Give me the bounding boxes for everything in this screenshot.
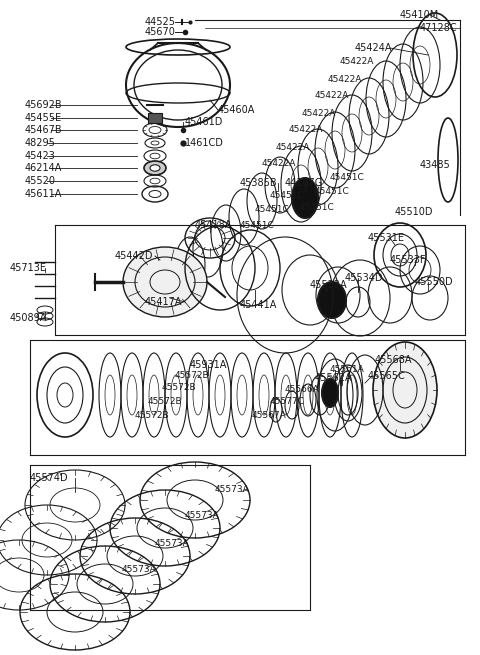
Text: 45534D: 45534D	[345, 273, 384, 283]
Text: 45520: 45520	[25, 176, 56, 186]
Text: 1461CD: 1461CD	[185, 138, 224, 148]
Text: 45573A: 45573A	[215, 485, 250, 495]
Text: 45424A: 45424A	[355, 43, 393, 53]
Ellipse shape	[123, 247, 207, 317]
Text: 45611A: 45611A	[25, 189, 62, 199]
Text: 44525: 44525	[145, 17, 176, 27]
Text: 45442D: 45442D	[115, 251, 154, 261]
Text: 45422A: 45422A	[328, 75, 362, 83]
Text: 45467B: 45467B	[25, 125, 62, 135]
Text: 45451C: 45451C	[330, 174, 365, 183]
Text: 45931A: 45931A	[190, 360, 228, 370]
Text: 45533F: 45533F	[390, 255, 427, 265]
Text: 45572B: 45572B	[148, 396, 182, 405]
Text: 45572B: 45572B	[162, 383, 197, 392]
Text: 47128C: 47128C	[420, 23, 457, 33]
Ellipse shape	[318, 282, 346, 318]
Text: 45713E: 45713E	[10, 263, 47, 273]
Text: 45460A: 45460A	[218, 105, 255, 115]
Text: 45451C: 45451C	[240, 221, 275, 229]
Text: 45573A: 45573A	[122, 565, 157, 574]
Bar	[148, 113, 162, 123]
Text: 43485: 43485	[420, 160, 451, 170]
Text: 45532A: 45532A	[310, 280, 348, 290]
Text: 45451C: 45451C	[255, 206, 290, 214]
Ellipse shape	[292, 178, 318, 218]
Text: 45550D: 45550D	[415, 277, 454, 287]
Text: 45692B: 45692B	[25, 100, 62, 110]
Text: 45573A: 45573A	[155, 538, 190, 548]
Text: 45423: 45423	[25, 151, 56, 161]
Text: 45451C: 45451C	[300, 202, 335, 212]
Text: 45410M: 45410M	[400, 10, 439, 20]
Text: 45422A: 45422A	[262, 160, 296, 168]
Text: 44167G: 44167G	[285, 178, 323, 188]
Text: 45417A: 45417A	[145, 297, 182, 307]
Text: 45418A: 45418A	[195, 220, 232, 230]
Text: 45451C: 45451C	[315, 187, 350, 196]
Text: 45577C: 45577C	[270, 398, 305, 407]
Text: 45422A: 45422A	[302, 109, 336, 117]
Ellipse shape	[150, 165, 160, 171]
Text: 45562A: 45562A	[315, 373, 353, 383]
Ellipse shape	[144, 161, 166, 175]
Text: 45531E: 45531E	[368, 233, 405, 243]
Text: 45422A: 45422A	[315, 92, 349, 100]
Text: 45455E: 45455E	[25, 113, 62, 123]
Ellipse shape	[373, 342, 437, 438]
Text: 45574D: 45574D	[30, 473, 69, 483]
Text: 45461D: 45461D	[185, 117, 223, 127]
Text: 45451C: 45451C	[270, 191, 305, 200]
Text: 45089A: 45089A	[10, 313, 48, 323]
Text: 45566A: 45566A	[285, 386, 320, 394]
Text: 45422A: 45422A	[276, 143, 311, 151]
Text: 45568A: 45568A	[375, 355, 412, 365]
Text: 45510D: 45510D	[395, 207, 433, 217]
Text: 45422A: 45422A	[340, 58, 374, 67]
Text: 45385B: 45385B	[240, 178, 277, 188]
Text: 46214A: 46214A	[25, 163, 62, 173]
Ellipse shape	[322, 379, 338, 407]
Text: 45573A: 45573A	[185, 512, 220, 521]
Text: 45670: 45670	[145, 27, 176, 37]
Text: 45441A: 45441A	[240, 300, 277, 310]
Text: 45422A: 45422A	[289, 126, 324, 134]
Text: 45565C: 45565C	[368, 371, 406, 381]
Text: 48295: 48295	[25, 138, 56, 148]
Text: 45567A: 45567A	[252, 411, 287, 419]
Text: 45572B: 45572B	[175, 371, 210, 379]
Text: 45561A: 45561A	[330, 365, 365, 375]
Text: 45572B: 45572B	[135, 411, 169, 419]
